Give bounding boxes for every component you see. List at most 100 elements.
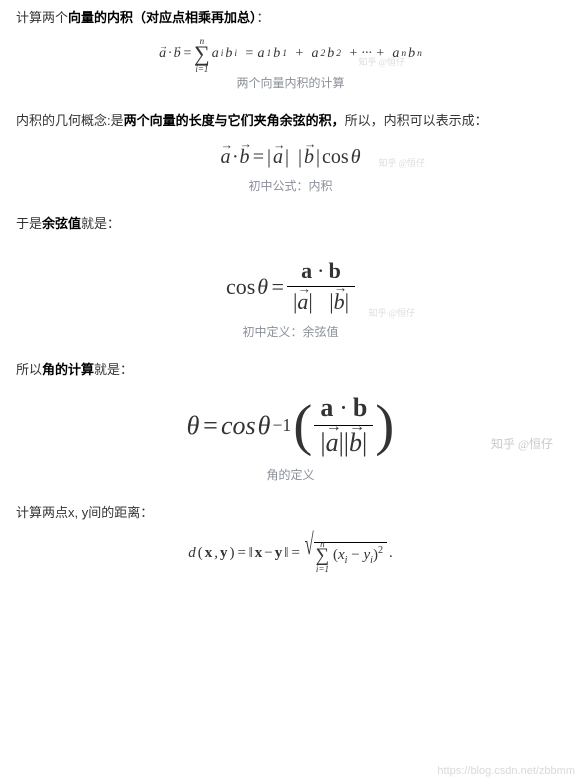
paragraph-cosine: 于是余弦值就是： xyxy=(16,214,565,235)
vector-b: b xyxy=(304,146,314,169)
text-bold: 两个向量的长度与它们夹角余弦的积， xyxy=(124,113,345,128)
op-eq: = xyxy=(290,545,300,562)
text: 就是： xyxy=(94,362,133,377)
rparen: ) xyxy=(229,545,234,562)
text-bold: 角的计算 xyxy=(42,362,94,377)
xi: x xyxy=(338,547,345,563)
bold-x: x xyxy=(205,545,213,562)
sum-lower: i=1 xyxy=(316,564,330,574)
paren-left: ( xyxy=(293,393,312,458)
fraction: a · b |a||b| xyxy=(314,393,373,458)
op-eq: = xyxy=(251,146,265,169)
vector-b: b xyxy=(334,289,345,315)
sqrt: √ n ∑ i=1 (xi − yi)2 xyxy=(303,542,387,566)
vector-b: b xyxy=(239,146,249,169)
op-dot: · xyxy=(232,146,237,169)
sub-2: 2 xyxy=(320,49,325,59)
bold-y: y xyxy=(220,545,228,562)
norm: ‖ xyxy=(249,545,253,562)
theta: θ xyxy=(257,274,268,300)
caption-formula4: 角的定义 xyxy=(16,466,565,483)
term-b: b xyxy=(408,46,415,62)
theta: θ xyxy=(258,411,271,441)
caption-formula3: 初中定义：余弦值 xyxy=(16,323,565,340)
bar: | xyxy=(267,146,271,169)
sup-inv: −1 xyxy=(272,415,291,436)
sub-n: n xyxy=(417,49,422,59)
op-eq: = xyxy=(183,46,192,62)
term-b: b xyxy=(225,46,232,62)
text: 就是： xyxy=(81,216,120,231)
cos: cos xyxy=(226,274,255,300)
bold-x: x xyxy=(255,545,263,562)
bar: | xyxy=(316,146,320,169)
op-eq: = xyxy=(270,274,285,300)
watermark-zhihu: 知乎 @恒仔 xyxy=(378,156,425,169)
paragraph-geometry: 内积的几何概念:是两个向量的长度与它们夹角余弦的积，所以，内积可以表示成： xyxy=(16,111,565,132)
theta: θ xyxy=(351,146,361,169)
text-bold: 向量的内积（对应点相乘再加总） xyxy=(68,10,257,25)
bold-a: a xyxy=(301,258,312,283)
theta: θ xyxy=(187,411,200,441)
expand-a: = a xyxy=(245,46,265,62)
sum-upper: n xyxy=(316,539,330,549)
term-a: a xyxy=(212,46,219,62)
caption-formula1: 两个向量内积的计算 xyxy=(16,74,565,91)
term-a: a xyxy=(311,46,318,62)
op-dot: · xyxy=(312,258,329,283)
text: 于是 xyxy=(16,216,42,231)
sum-lower: i=1 xyxy=(194,64,210,74)
formula-cosine-value: cos θ = a · b |a| |b| 知乎 @恒仔 xyxy=(16,258,565,315)
paren-right: ) xyxy=(375,393,394,458)
text: 所以 xyxy=(16,362,42,377)
sub-1: 1 xyxy=(266,49,271,59)
caption-formula2: 初中公式：内积 xyxy=(16,177,565,194)
summation: n ∑ i=1 xyxy=(316,546,330,566)
comma: , xyxy=(214,545,218,562)
period: . xyxy=(389,545,393,562)
cos: cos xyxy=(221,411,256,441)
paragraph-distance: 计算两点x, y间的距离： xyxy=(16,503,565,524)
bar: | xyxy=(285,146,289,169)
formula-dot-cosine: a · b = |a| |b| cos θ 知乎 @恒仔 xyxy=(16,146,565,169)
vector-a: a xyxy=(326,428,339,458)
text: ： xyxy=(257,10,270,25)
paragraph-angle: 所以角的计算就是： xyxy=(16,360,565,381)
sub-i: i xyxy=(234,49,237,59)
watermark-zhihu-right: 知乎 @恒仔 xyxy=(491,435,553,452)
sub-i: i xyxy=(221,49,224,59)
watermark-csdn: https://blog.csdn.net/zbbmm xyxy=(437,765,575,777)
paragraph-intro-dotproduct: 计算两个向量的内积（对应点相乘再加总）： xyxy=(16,8,565,29)
text: 所以，内积可以表示成： xyxy=(345,113,488,128)
watermark-zhihu: 知乎 @恒仔 xyxy=(358,55,405,68)
fraction: a · b |a| |b| xyxy=(287,258,355,315)
term-b: b xyxy=(273,46,280,62)
vector-a: a xyxy=(159,46,166,62)
sub-2: 2 xyxy=(336,49,341,59)
op-plus: + xyxy=(295,46,304,62)
summation: n ∑ i=1 xyxy=(194,43,210,66)
bar: | xyxy=(298,146,302,169)
text-bold: 余弦值 xyxy=(42,216,81,231)
d: d xyxy=(188,545,196,562)
op-eq: = xyxy=(236,545,246,562)
text: 内积的几何概念:是 xyxy=(16,113,124,128)
vector-a: a xyxy=(297,289,308,315)
formula-angle-inverse: θ = cosθ−1 ( a · b |a||b| ) 知乎 @恒仔 xyxy=(16,393,565,458)
watermark-zhihu: 知乎 @恒仔 xyxy=(368,306,415,319)
vector-b: b xyxy=(349,428,362,458)
sum-upper: n xyxy=(194,36,210,46)
cos: cos xyxy=(322,146,349,169)
sup-2: 2 xyxy=(378,545,383,556)
norm: ‖ xyxy=(284,545,288,562)
vector-a: a xyxy=(220,146,230,169)
op-minus: − xyxy=(264,545,272,562)
lparen: ( xyxy=(198,545,203,562)
op-eq: = xyxy=(201,411,219,441)
sub-1: 1 xyxy=(282,49,287,59)
text: 计算两个 xyxy=(16,10,68,25)
bold-y: y xyxy=(275,545,283,562)
formula-dot-product-sum: a · b = n ∑ i=1 ai bi = a1 b1 + a2 b2 + … xyxy=(16,43,565,66)
formula-distance: d(x, y) = ‖x − y‖ = √ n ∑ i=1 (xi − yi)2… xyxy=(16,542,565,566)
op-dot: · xyxy=(168,46,172,62)
